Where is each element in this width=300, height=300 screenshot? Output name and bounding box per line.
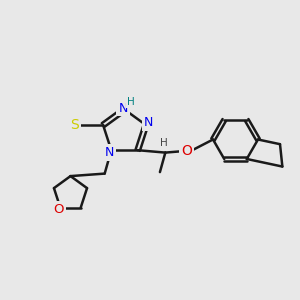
Text: O: O [53, 203, 64, 217]
Text: N: N [118, 101, 128, 115]
Text: H: H [160, 138, 168, 148]
Text: O: O [182, 144, 192, 158]
Text: H: H [127, 97, 135, 107]
Text: N: N [144, 116, 153, 129]
Text: N: N [105, 146, 115, 159]
Text: S: S [70, 118, 79, 132]
